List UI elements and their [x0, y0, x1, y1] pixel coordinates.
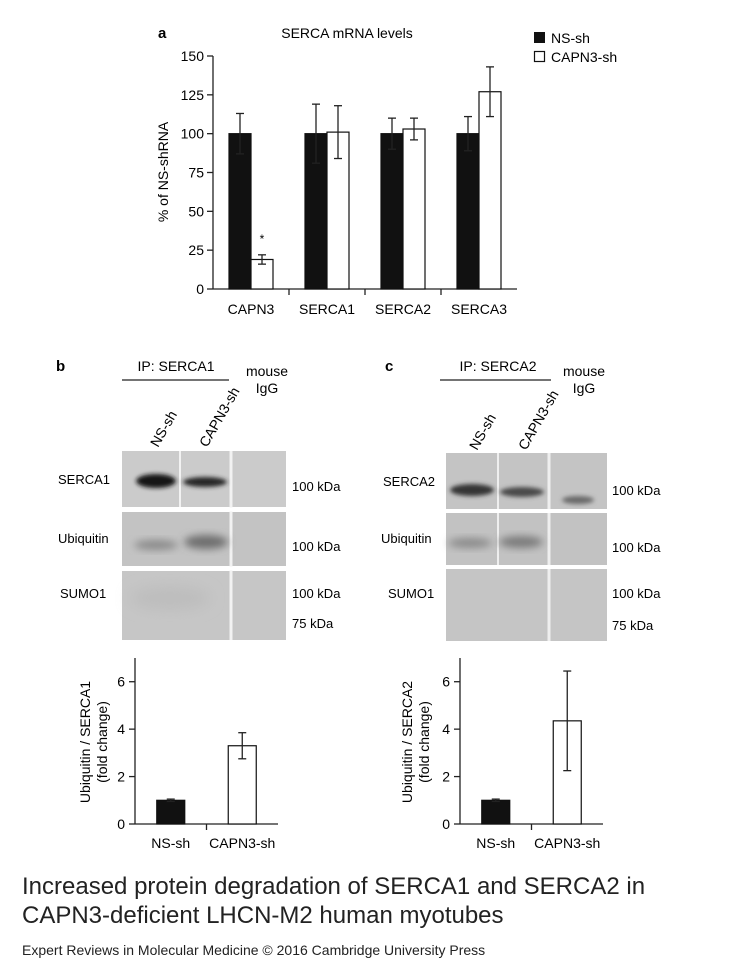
- chart-a-category-label: SERCA3: [451, 301, 507, 317]
- chart-c-category-label: CAPN3-sh: [534, 835, 600, 851]
- panel-c: c IP: SERCA2 mouse IgG NS-sh CAPN3-sh SE…: [381, 358, 661, 851]
- chart-a-bar: [402, 128, 426, 290]
- chart-a: 0 25 50 75 100 125 150 CAPN3 SERCA1 SERCA2 SERCA3 *: [181, 48, 517, 317]
- marker-100kda-c2: 100 kDa: [612, 540, 661, 555]
- lane-label-capn3-sh-b: CAPN3-sh: [196, 384, 243, 449]
- western-blot-b: [122, 451, 286, 640]
- significance-asterisk: *: [260, 232, 265, 246]
- legend-swatch-ns-sh: [534, 32, 545, 43]
- panel-a: a SERCA mRNA levels % of NS-shRNA NS-sh …: [155, 25, 617, 317]
- chart-b-ylabel-1: Ubiquitin / SERCA1: [77, 681, 93, 803]
- chart-a-ylabel: % of NS-shRNA: [155, 121, 171, 222]
- chart-a-category-label: SERCA2: [375, 301, 431, 317]
- chart-b-category-label: CAPN3-sh: [209, 835, 275, 851]
- chart-c: 0 2 4 6 NS-sh CAPN3-sh: [442, 658, 603, 851]
- ip-serca1-label: IP: SERCA1: [137, 358, 214, 374]
- chart-c-bar: [481, 799, 511, 825]
- mouse-label-b: mouse: [246, 363, 288, 379]
- chart-c-ytick-label: 2: [442, 769, 450, 785]
- chart-c-ylabel-2: (fold change): [416, 701, 432, 783]
- chart-c-category-label: NS-sh: [476, 835, 515, 851]
- blot-row-label-ubiquitin-c: Ubiquitin: [381, 531, 432, 546]
- chart-a-ytick-label: 25: [188, 242, 204, 258]
- chart-b-ytick-label: 0: [117, 816, 125, 832]
- chart-a-category-label: CAPN3: [228, 301, 275, 317]
- western-blot-c: [446, 453, 607, 641]
- blot-row-label-serca2: SERCA2: [383, 474, 435, 489]
- legend-label-capn3-sh: CAPN3-sh: [551, 49, 617, 65]
- chart-a-bar: [228, 133, 252, 290]
- chart-c-ylabel-1: Ubiquitin / SERCA2: [399, 681, 415, 803]
- marker-75kda-c3: 75 kDa: [612, 618, 654, 633]
- chart-a-legend: NS-sh CAPN3-sh: [533, 30, 617, 65]
- chart-a-category-label: SERCA1: [299, 301, 355, 317]
- marker-75kda-b3: 75 kDa: [292, 616, 334, 631]
- chart-b-ytick-label: 4: [117, 721, 125, 737]
- panel-b: b IP: SERCA1 mouse IgG NS-sh CAPN3-sh SE…: [56, 358, 341, 851]
- panel-b-label: b: [56, 358, 65, 375]
- marker-100kda-c3: 100 kDa: [612, 586, 661, 601]
- chart-b-ytick-label: 2: [117, 769, 125, 785]
- chart-c-ytick-label: 6: [442, 674, 450, 690]
- chart-a-ytick-label: 0: [196, 281, 204, 297]
- chart-a-bar: [456, 133, 480, 290]
- lane-label-ns-sh-c: NS-sh: [466, 411, 499, 453]
- blot-row-label-sumo1-c: SUMO1: [388, 586, 434, 601]
- lane-label-ns-sh-b: NS-sh: [147, 408, 180, 450]
- chart-c-ytick-label: 4: [442, 721, 450, 737]
- panel-a-label: a: [158, 25, 167, 42]
- chart-a-title: SERCA mRNA levels: [281, 25, 412, 41]
- figure: a SERCA mRNA levels % of NS-shRNA NS-sh …: [56, 25, 661, 851]
- chart-a-ytick-label: 125: [181, 87, 205, 103]
- chart-b-category-label: NS-sh: [151, 835, 190, 851]
- chart-b: 0 2 4 6 NS-sh CAPN3-sh: [117, 658, 278, 851]
- marker-100kda-b2: 100 kDa: [292, 539, 341, 554]
- ip-serca2-label: IP: SERCA2: [459, 358, 536, 374]
- figure-caption: Increased protein degradation of SERCA1 …: [22, 873, 646, 929]
- chart-b-ylabel-2: (fold change): [94, 701, 110, 783]
- marker-100kda-b1: 100 kDa: [292, 479, 341, 494]
- blot-row-label-sumo1-b: SUMO1: [60, 586, 106, 601]
- lane-label-capn3-sh-c: CAPN3-sh: [515, 387, 562, 452]
- blot-row-label-ubiquitin-b: Ubiquitin: [58, 531, 109, 546]
- panel-c-label: c: [385, 358, 393, 375]
- chart-a-ytick-label: 100: [181, 126, 205, 142]
- chart-a-bar: [380, 133, 404, 290]
- chart-a-ytick-label: 150: [181, 48, 205, 64]
- chart-a-bar: [478, 91, 502, 290]
- marker-100kda-c1: 100 kDa: [612, 483, 661, 498]
- chart-c-ytick-label: 0: [442, 816, 450, 832]
- chart-b-bar: [156, 799, 186, 825]
- blot-row-label-serca1: SERCA1: [58, 472, 110, 487]
- legend-label-ns-sh: NS-sh: [551, 30, 590, 46]
- igg-label-c: IgG: [573, 380, 596, 396]
- chart-b-ytick-label: 6: [117, 674, 125, 690]
- chart-a-ytick-label: 75: [188, 165, 204, 181]
- mouse-label-c: mouse: [563, 363, 605, 379]
- legend-swatch-capn3-sh: [533, 50, 546, 63]
- chart-a-ytick-label: 50: [188, 203, 204, 219]
- marker-100kda-b3: 100 kDa: [292, 586, 341, 601]
- figure-credit: Expert Reviews in Molecular Medicine © 2…: [22, 942, 486, 958]
- igg-label-b: IgG: [256, 380, 279, 396]
